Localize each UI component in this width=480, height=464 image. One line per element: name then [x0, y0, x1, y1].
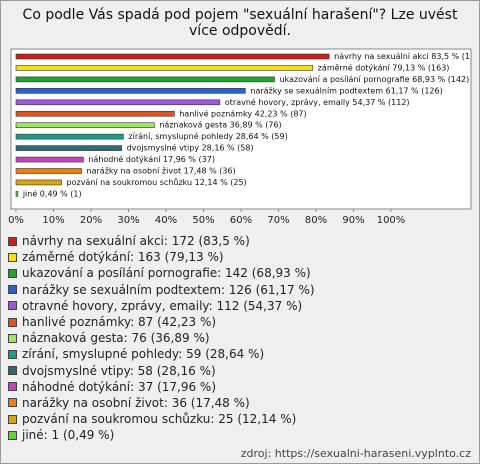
legend-label: narážky na osobní život: 36 (17,48 %) [22, 395, 250, 410]
data-label: dvojsmyslné vtipy 28,16 % (58) [127, 143, 254, 153]
data-label: hanlivé poznámky 42,23 % (87) [179, 108, 306, 118]
data-label: záměrné dotýkání 79,13 % (163) [318, 62, 450, 72]
x-tick-label: 10% [42, 215, 64, 226]
legend-label: jiné: 1 (0,49 %) [22, 428, 115, 443]
legend-swatch [8, 252, 17, 262]
bar [15, 76, 275, 83]
bar [15, 191, 19, 197]
legend-item: narážky na osobní život: 36 (17,48 %) [8, 395, 315, 411]
legend-swatch [8, 382, 17, 392]
legend-item: zírání, smyslupné pohledy: 59 (28,64 %) [8, 346, 315, 362]
legend-swatch [8, 366, 17, 376]
x-tick-label: 30% [117, 215, 139, 226]
legend-label: pozvání na soukromou schůzku: 25 (12,14 … [22, 412, 297, 427]
x-tick-label: 20% [80, 215, 102, 226]
bar [15, 156, 84, 163]
legend-label: narážky se sexuálním podtextem: 126 (61,… [22, 282, 315, 297]
legend-label: náznaková gesta: 76 (36,89 %) [22, 331, 210, 346]
legend-swatch [8, 317, 17, 327]
legend-item: záměrné dotýkání: 163 (79,13 %) [8, 249, 315, 265]
legend-item: ukazování a posílání pornografie: 142 (6… [8, 265, 315, 281]
legend-label: hanlivé poznámky: 87 (42,23 %) [22, 315, 217, 330]
bar [15, 65, 314, 71]
x-tick-label: 90% [342, 215, 364, 226]
x-tick-label: 40% [155, 215, 177, 226]
bar [15, 145, 122, 151]
bar-group: návrhy na sexuální akci 83,5 % (172)zámě… [15, 52, 479, 198]
x-tick-label: 100% [377, 215, 406, 226]
legend-item: hanlivé poznámky: 87 (42,23 %) [8, 314, 315, 330]
legend-swatch [8, 301, 17, 311]
legend-swatch [8, 414, 17, 424]
legend-label: náhodné dotýkání: 37 (17,96 %) [22, 379, 216, 394]
legend-label: ukazování a posílání pornografie: 142 (6… [22, 266, 311, 281]
bar [15, 179, 62, 186]
legend-item: dvojsmyslné vtipy: 58 (28,16 %) [8, 363, 315, 379]
legend-swatch [8, 285, 17, 295]
data-label: narážky se sexuálním podtextem 61,17 % (… [250, 86, 442, 95]
legend-swatch [8, 236, 17, 246]
legend-swatch [8, 398, 17, 408]
legend: návrhy na sexuální akci: 172 (83,5 %) zám… [8, 233, 315, 443]
legend-swatch [8, 430, 17, 440]
x-tick-label: 80% [305, 215, 327, 226]
legend-label: otravné hovory, zprávy, emaily: 112 (54,… [22, 298, 303, 313]
data-label: jiné 0,49 % (1) [22, 188, 82, 198]
bar [15, 110, 175, 117]
legend-item: náznaková gesta: 76 (36,89 %) [8, 330, 315, 346]
legend-label: dvojsmyslné vtipy: 58 (28,16 %) [22, 363, 216, 378]
x-tick-label: 0% [8, 215, 24, 226]
legend-swatch [8, 268, 17, 278]
chart-title: Co podle Vás spadá pod pojem "sexuální h… [22, 7, 458, 39]
legend-label: záměrné dotýkání: 163 (79,13 %) [22, 250, 224, 265]
bar [15, 168, 82, 174]
bar [15, 53, 330, 60]
data-label: návrhy na sexuální akci 83,5 % (172) [334, 52, 479, 61]
data-label: zírání, smyslupné pohledy 28,64 % (59) [128, 131, 287, 141]
bar [15, 99, 221, 106]
legend-item: návrhy na sexuální akci: 172 (83,5 %) [8, 233, 315, 249]
data-label: narážky na osobní život 17,48 % (36) [87, 167, 236, 176]
data-label: náhodné dotýkání 17,96 % (37) [88, 154, 215, 164]
data-label: otravné hovory, zprávy, emaily 54,37 % (… [225, 97, 410, 107]
legend-item: otravné hovory, zprávy, emaily: 112 (54,… [8, 298, 315, 314]
bar [15, 133, 124, 140]
data-label: pozvání na soukromou schůzku 12,14 % (25… [67, 177, 247, 187]
legend-item: jiné: 1 (0,49 %) [8, 427, 315, 443]
legend-label: zírání, smyslupné pohledy: 59 (28,64 %) [22, 347, 265, 362]
source: zdroj: https://sexualni-haraseni.vyplnto… [240, 447, 471, 460]
data-label: náznaková gesta 36,89 % (76) [159, 121, 281, 130]
x-tick-label: 60% [230, 215, 252, 226]
plot-area [10, 48, 472, 210]
legend-swatch [8, 349, 17, 359]
bar [15, 122, 155, 128]
legend-item: náhodné dotýkání: 37 (17,96 %) [8, 379, 315, 395]
x-tick-label: 70% [267, 215, 289, 226]
legend-swatch [8, 333, 17, 343]
x-tick-label: 50% [192, 215, 214, 226]
data-label: ukazování a posílání pornografie 68,93 %… [279, 75, 469, 84]
legend-item: pozvání na soukromou schůzku: 25 (12,14 … [8, 411, 315, 427]
legend-item: narážky se sexuálním podtextem: 126 (61,… [8, 282, 315, 298]
legend-label: návrhy na sexuální akci: 172 (83,5 %) [22, 234, 250, 249]
bar [15, 88, 246, 94]
